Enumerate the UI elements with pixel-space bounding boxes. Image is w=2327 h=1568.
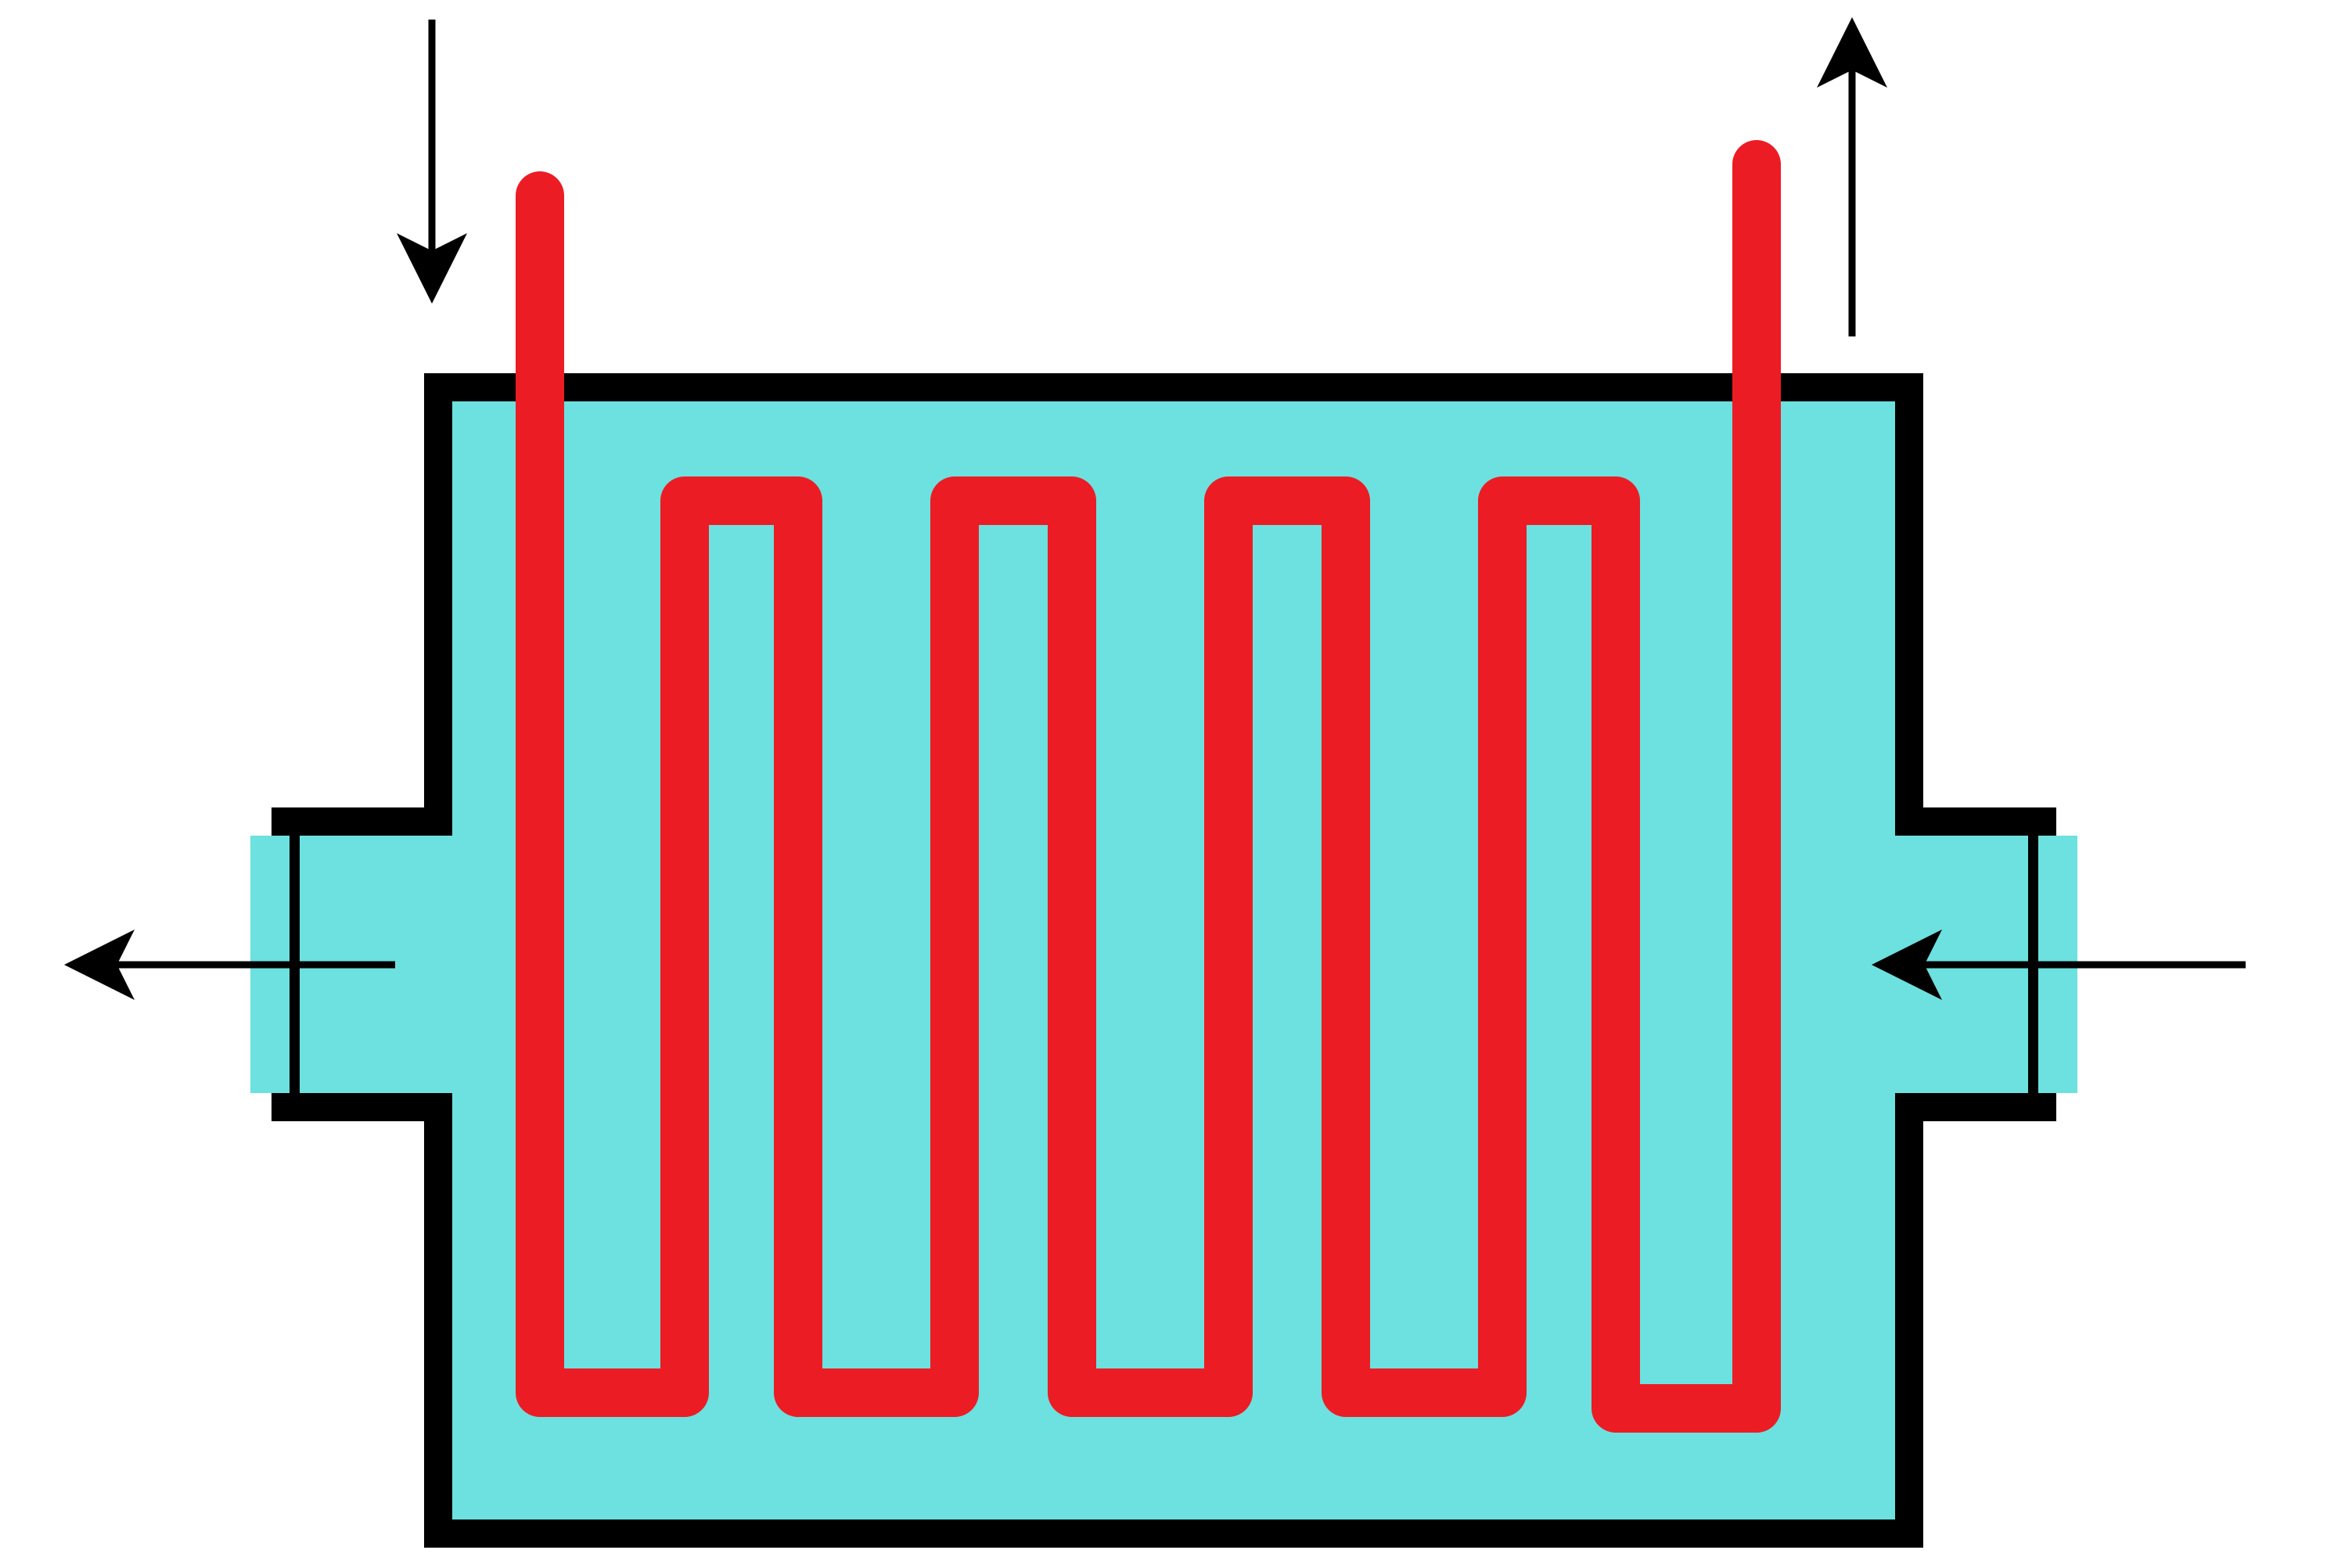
- serpentine-coil: [516, 140, 1781, 1433]
